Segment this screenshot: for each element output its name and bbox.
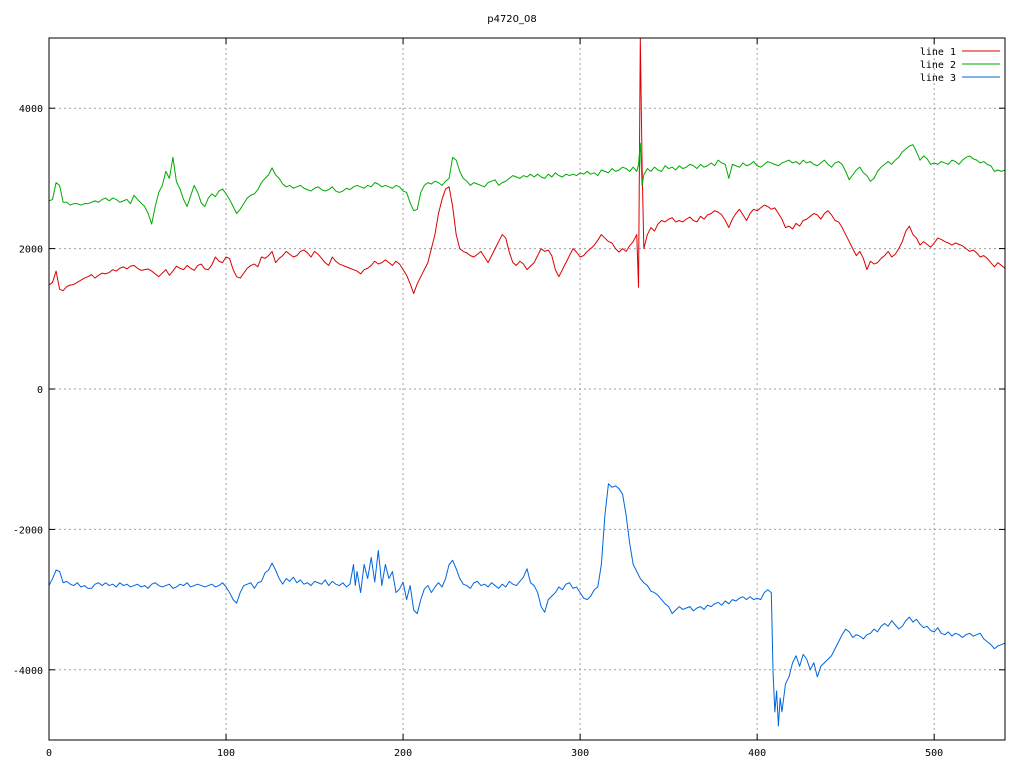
- x-tick-label: 300: [571, 748, 589, 759]
- grid-lines: [49, 38, 1005, 740]
- x-tick-label: 100: [217, 748, 235, 759]
- x-tick-label: 500: [925, 748, 943, 759]
- series-line-1: [49, 38, 1005, 295]
- series-line-3: [49, 483, 1005, 727]
- legend: line 1 line 2 line 3: [920, 47, 1000, 84]
- x-tick-label: 0: [46, 748, 52, 759]
- x-tick-label: 200: [394, 748, 412, 759]
- y-tick-label: 2000: [19, 245, 43, 256]
- plot-frame: [48, 37, 1006, 741]
- chart-title: p4720_08: [487, 14, 537, 25]
- legend-label-1: line 1: [920, 47, 956, 58]
- y-tick-label: -2000: [13, 525, 43, 536]
- y-tick-label: 0: [37, 385, 43, 396]
- y-tick-label: 4000: [19, 104, 43, 115]
- series-group: [49, 38, 1005, 727]
- legend-label-3: line 3: [920, 73, 956, 84]
- series-line-2: [49, 142, 1005, 225]
- y-tick-label: -4000: [13, 666, 43, 677]
- x-tick-label: 400: [748, 748, 766, 759]
- legend-label-2: line 2: [920, 60, 956, 71]
- axis-ticks: 0 100 200 300 400 500 -4000 -2000 0 2000 4000: [13, 38, 1005, 759]
